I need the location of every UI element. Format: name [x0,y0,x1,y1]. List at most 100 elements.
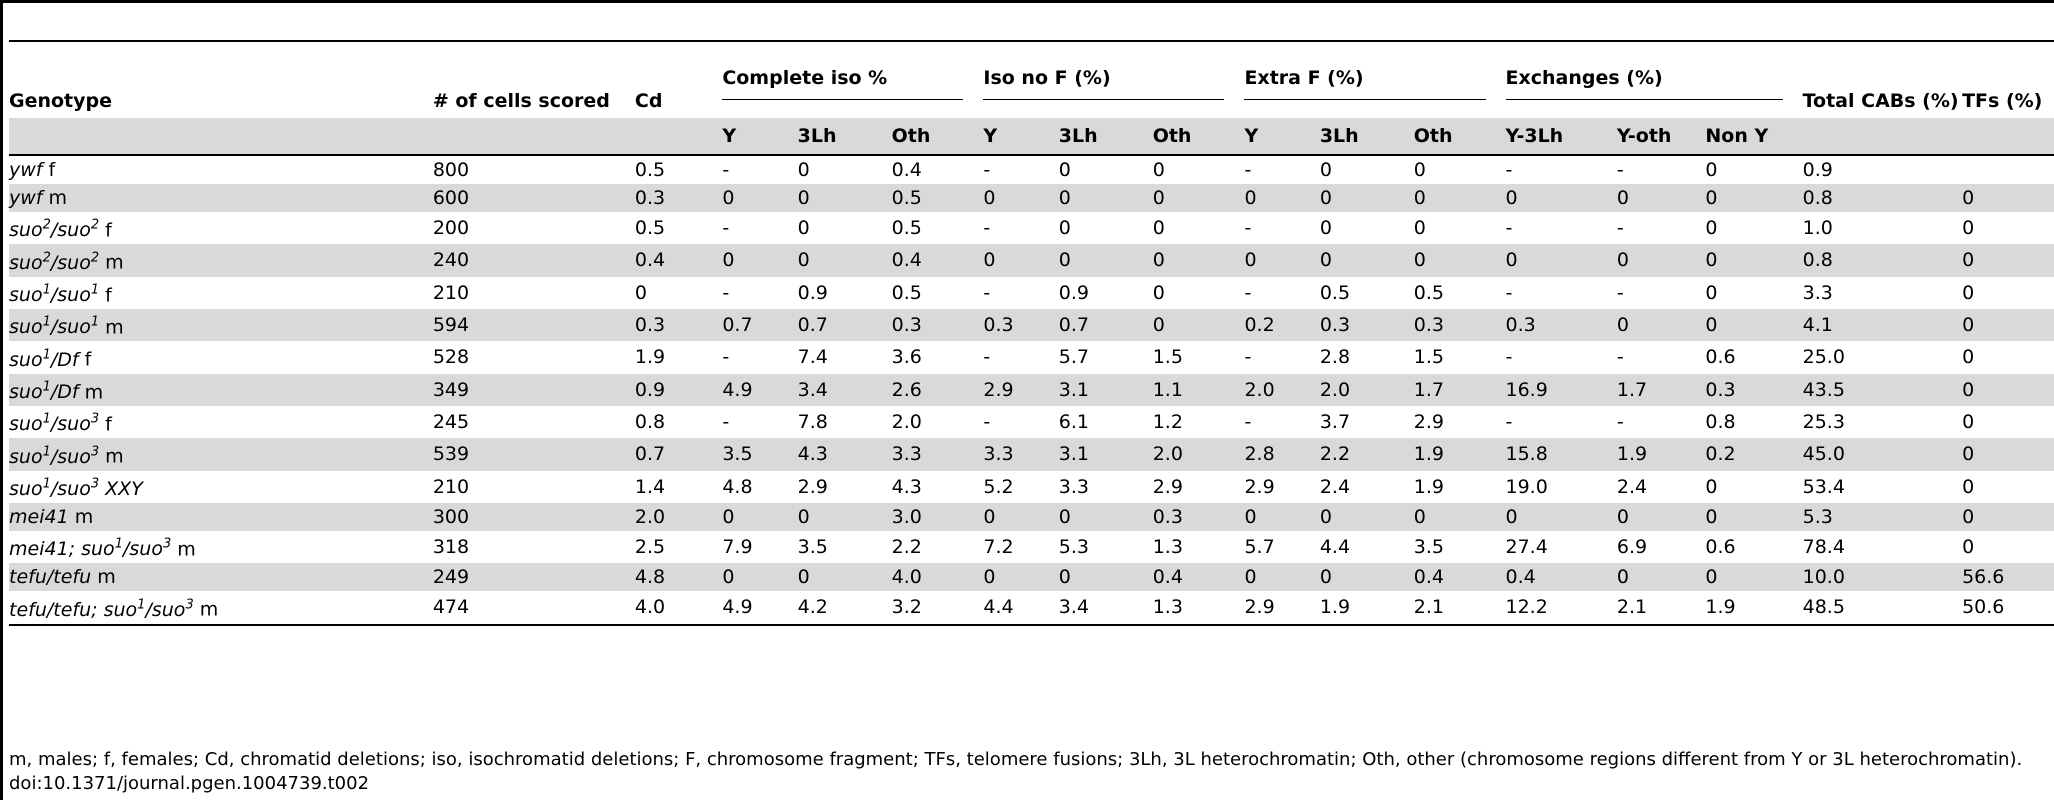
cell-cells-scored: 318 [432,536,470,559]
table-row: suo2/suo2 f 200 0.5 - 0 0.5 - 0 0 - 0 0 - - 0 1.0 0 [9,212,2054,244]
cell-value: 6.9 [1616,536,1648,559]
cell-value: 6.1 [1058,411,1089,434]
cell-value: 3.5 [1413,536,1444,559]
cell-value: 4.4 [983,591,1059,626]
cell-value: - [722,159,730,181]
header-iso-no-f: Iso no F (%) [983,40,1245,118]
table-row: ywf f 800 0.5 - 0 0.4 - 0 0 - 0 0 - - 0 0.9 [9,155,2054,184]
cell-value: - [722,217,730,240]
cell-value: 1.9 [1413,475,1444,498]
cell-value: 0 [983,244,1059,277]
cell-value: 0.3 [891,308,984,342]
cell-cells-scored: 210 [432,281,470,304]
cell-cells-scored: 800 [432,159,470,181]
table-container: Genotype # of cells scored Cd Complete i… [9,40,2054,626]
cell-total-cabs: 25.0 [1802,346,1845,369]
cell-value: 0 [1319,502,1414,531]
cell-cd: 2.5 [634,536,666,559]
cell-value: 4.9 [722,591,798,626]
cell-value: 4.4 [1319,536,1351,559]
cell-total-cabs: 3.3 [1802,281,1833,304]
cell-genotype: mei41 m [9,502,433,531]
subheader-blank [1802,118,1963,156]
cell-cd: 0.5 [634,217,666,240]
table-row: mei41 m 300 2.0 0 0 3.0 0 0 0.3 0 0 0 0 0 0 5.3 0 [9,502,2054,531]
cell-genotype: mei41; suo1/suo3 m [9,536,196,561]
cell-tfs: 0 [1962,438,2054,471]
cell-value: - [1244,217,1252,240]
cell-value: 0 [797,159,810,181]
cell-value: 3.3 [1058,475,1089,498]
cell-value: 3.3 [891,438,984,471]
doi-link[interactable]: doi:10.1371/journal.pgen.1004739.t002 [9,773,370,794]
header-tfs: TFs (%) [1962,40,2054,118]
table-row: suo1/Df m 349 0.9 4.9 3.4 2.6 2.9 3.1 1.1 2.0 2.0 1… [9,373,2054,406]
cell-value: 0 [797,563,892,592]
cell-value: - [1244,159,1252,181]
cell-value: 0.7 [797,308,892,342]
cell-value: 1.3 [1152,591,1245,626]
cell-value: 2.0 [891,411,922,434]
cell-value: 4.3 [797,438,892,471]
subheader-blank [1962,118,2054,156]
cell-cells-scored: 300 [432,502,635,531]
cell-value: 5.2 [983,475,1014,498]
cell-value: - [1616,217,1624,240]
cell-value: - [1505,411,1513,434]
cell-value: 0 [1616,563,1706,592]
cell-cd: 0.9 [634,373,723,406]
cell-value: 3.1 [1058,438,1153,471]
subheader-cell: Oth [1413,118,1506,156]
cell-tfs: 0 [1962,281,1975,304]
cell-value: 4.9 [722,373,798,406]
cell-value: 19.0 [1505,475,1548,498]
cell-value: 27.4 [1505,536,1548,559]
cell-value: 0 [1319,184,1414,212]
cell-value: 1.7 [1413,373,1506,406]
cell-value: 0 [1244,502,1320,531]
cell-value: - [722,281,730,304]
cell-genotype: suo1/suo3 f [9,411,112,436]
cell-cells-scored: 200 [432,217,470,240]
cell-total-cabs: 78.4 [1802,536,1845,559]
cell-value: 0.3 [1152,502,1245,531]
header-exchanges: Exchanges (%) [1505,40,1803,118]
cell-value: 0 [722,502,798,531]
cell-value: - [983,411,991,434]
cell-value: - [1505,159,1513,181]
cell-value: 2.6 [891,373,984,406]
cell-value: 0.5 [891,281,922,304]
cell-value: 0 [1319,244,1414,277]
cell-value: 1.9 [1319,591,1414,626]
table-row: suo1/suo3 XXY 210 1.4 4.8 2.9 4.3 5.2 3.3 2.9 2.9… [9,471,2054,503]
subheader-cell: 3Lh [1319,118,1414,156]
cell-cd: 0.7 [634,438,723,471]
cell-value: 1.9 [1705,591,1803,626]
cell-value: 0.3 [1705,373,1803,406]
cell-value: 0.8 [1705,411,1736,434]
cell-tfs: 0 [1962,411,1975,434]
cell-value: - [1616,411,1624,434]
subheader-cell: Y [722,118,798,156]
cell-value: 0 [797,184,892,212]
cell-tfs: 0 [1962,308,2054,342]
cell-value: 0 [722,563,798,592]
cell-value: 0 [1413,217,1426,240]
cell-value: 16.9 [1505,373,1617,406]
cell-total-cabs: 0.9 [1802,159,1833,181]
cell-cd: 1.9 [634,346,666,369]
cell-value: 2.9 [983,373,1059,406]
cell-value: 7.4 [797,346,828,369]
cell-value: 0.3 [1505,308,1617,342]
cell-tfs: 0 [1962,184,2054,212]
cell-tfs: 0 [1962,217,1975,240]
cell-value: 3.4 [1058,591,1153,626]
cell-value: - [1244,346,1252,369]
cell-value: 0 [1152,217,1165,240]
cell-value: 0 [1616,184,1706,212]
cell-cd: 0.3 [634,308,723,342]
cell-tfs: 0 [1962,475,1975,498]
cell-cd: 0.4 [634,244,723,277]
cell-value: 4.0 [891,563,984,592]
cell-cells-scored: 594 [432,308,635,342]
